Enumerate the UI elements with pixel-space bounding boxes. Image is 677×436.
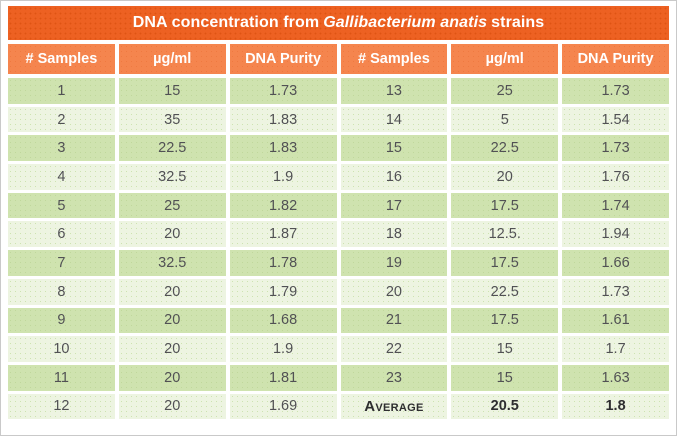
table-cell-r11-c2: 1.69 <box>229 393 337 420</box>
table-cell-r2-c4: 22.5 <box>451 135 559 162</box>
table-cell-r3-c5: 1.76 <box>562 164 669 190</box>
title-prefix: DNA concentration from <box>132 14 320 31</box>
table-cell-r7-c4: 22.5 <box>451 278 559 305</box>
table-cell-r0-c0: 1 <box>8 78 115 104</box>
table-cell-r9-c2: 1.9 <box>229 336 337 362</box>
table-cell-r0-c5: 1.73 <box>562 78 669 104</box>
table-cell-r4-c1: 25 <box>118 192 226 219</box>
table-cell-r6-c5: 1.66 <box>562 250 669 276</box>
table-cell-r9-c5: 1.7 <box>562 336 669 362</box>
table-cell-r4-c5: 1.74 <box>562 192 669 219</box>
table-cell-r4-c3: 17 <box>340 192 448 219</box>
table-cell-r5-c5: 1.94 <box>562 221 669 248</box>
table-cell-r5-c0: 6 <box>8 221 115 248</box>
table-cell-r11-c4: 20.5 <box>451 393 559 420</box>
table-cell-r7-c1: 20 <box>118 278 226 305</box>
table-header-row: # Samples µg/ml DNA Purity # Samples µg/ml DN… <box>8 44 669 74</box>
table-cell-r5-c2: 1.87 <box>229 221 337 248</box>
table-title: DNA concentration from Gallibacterium an… <box>8 6 669 40</box>
table-cell-r3-c4: 20 <box>451 164 559 190</box>
table-cell-r6-c3: 19 <box>340 250 448 276</box>
table-cell-r5-c3: 18 <box>340 221 448 248</box>
table-cell-r10-c2: 1.81 <box>229 364 337 391</box>
table-cell-r11-c3: Average <box>340 393 448 420</box>
table-cell-r6-c2: 1.78 <box>229 250 337 276</box>
table-cell-r2-c3: 15 <box>340 135 448 162</box>
table-cell-r4-c2: 1.82 <box>229 192 337 219</box>
table-cell-r8-c2: 1.68 <box>229 307 337 334</box>
table-cell-r0-c4: 25 <box>451 78 559 104</box>
table-cell-r1-c0: 2 <box>8 106 115 133</box>
table-cell-r0-c2: 1.73 <box>229 78 337 104</box>
table-cell-r11-c1: 20 <box>118 393 226 420</box>
header-cell-5: DNA Purity <box>562 44 669 74</box>
table-cell-r3-c2: 1.9 <box>229 164 337 190</box>
table-cell-r2-c2: 1.83 <box>229 135 337 162</box>
table-cell-r9-c1: 20 <box>118 336 226 362</box>
table-body: 1 15 1.73 13 25 1.73 2 35 1.83 14 5 1.54 3 22.5 1.83 15… <box>8 78 669 420</box>
table-cell-r7-c5: 1.73 <box>562 278 669 305</box>
header-cell-1: µg/ml <box>118 44 226 74</box>
table-cell-r10-c0: 11 <box>8 364 115 391</box>
table-cell-r1-c3: 14 <box>340 106 448 133</box>
table-cell-r3-c3: 16 <box>340 164 448 190</box>
header-cell-4: µg/ml <box>451 44 559 74</box>
table-cell-r8-c4: 17.5 <box>451 307 559 334</box>
table-cell-r8-c0: 9 <box>8 307 115 334</box>
table-cell-r9-c4: 15 <box>451 336 559 362</box>
table-cell-r0-c3: 13 <box>340 78 448 104</box>
table-cell-r4-c4: 17.5 <box>451 192 559 219</box>
table-cell-r7-c3: 20 <box>340 278 448 305</box>
table-cell-r5-c4: 12.5. <box>451 221 559 248</box>
table-cell-r10-c4: 15 <box>451 364 559 391</box>
table-cell-r4-c0: 5 <box>8 192 115 219</box>
table-cell-r0-c1: 15 <box>118 78 226 104</box>
title-species-italic: Gallibacterium anatis <box>323 14 488 31</box>
table-cell-r1-c2: 1.83 <box>229 106 337 133</box>
table-cell-r7-c2: 1.79 <box>229 278 337 305</box>
table-cell-r3-c1: 32.5 <box>118 164 226 190</box>
table-cell-r10-c3: 23 <box>340 364 448 391</box>
table-cell-r1-c5: 1.54 <box>562 106 669 133</box>
title-suffix: strains <box>491 14 545 31</box>
table-cell-r11-c5: 1.8 <box>562 393 669 420</box>
table-cell-r2-c5: 1.73 <box>562 135 669 162</box>
table-cell-r8-c3: 21 <box>340 307 448 334</box>
table-cell-r2-c0: 3 <box>8 135 115 162</box>
header-cell-0: # Samples <box>8 44 115 74</box>
table-cell-r10-c5: 1.63 <box>562 364 669 391</box>
header-cell-3: # Samples <box>340 44 448 74</box>
table-cell-r8-c5: 1.61 <box>562 307 669 334</box>
header-cell-2: DNA Purity <box>229 44 337 74</box>
table-cell-r10-c1: 20 <box>118 364 226 391</box>
table-cell-r5-c1: 20 <box>118 221 226 248</box>
table-cell-r1-c4: 5 <box>451 106 559 133</box>
table-cell-r11-c0: 12 <box>8 393 115 420</box>
table-cell-r8-c1: 20 <box>118 307 226 334</box>
table-cell-r6-c0: 7 <box>8 250 115 276</box>
table-cell-r6-c4: 17.5 <box>451 250 559 276</box>
table-cell-r6-c1: 32.5 <box>118 250 226 276</box>
table-cell-r2-c1: 22.5 <box>118 135 226 162</box>
table-cell-r1-c1: 35 <box>118 106 226 133</box>
table-cell-r3-c0: 4 <box>8 164 115 190</box>
table-cell-r9-c3: 22 <box>340 336 448 362</box>
table-cell-r7-c0: 8 <box>8 278 115 305</box>
table-cell-r9-c0: 10 <box>8 336 115 362</box>
